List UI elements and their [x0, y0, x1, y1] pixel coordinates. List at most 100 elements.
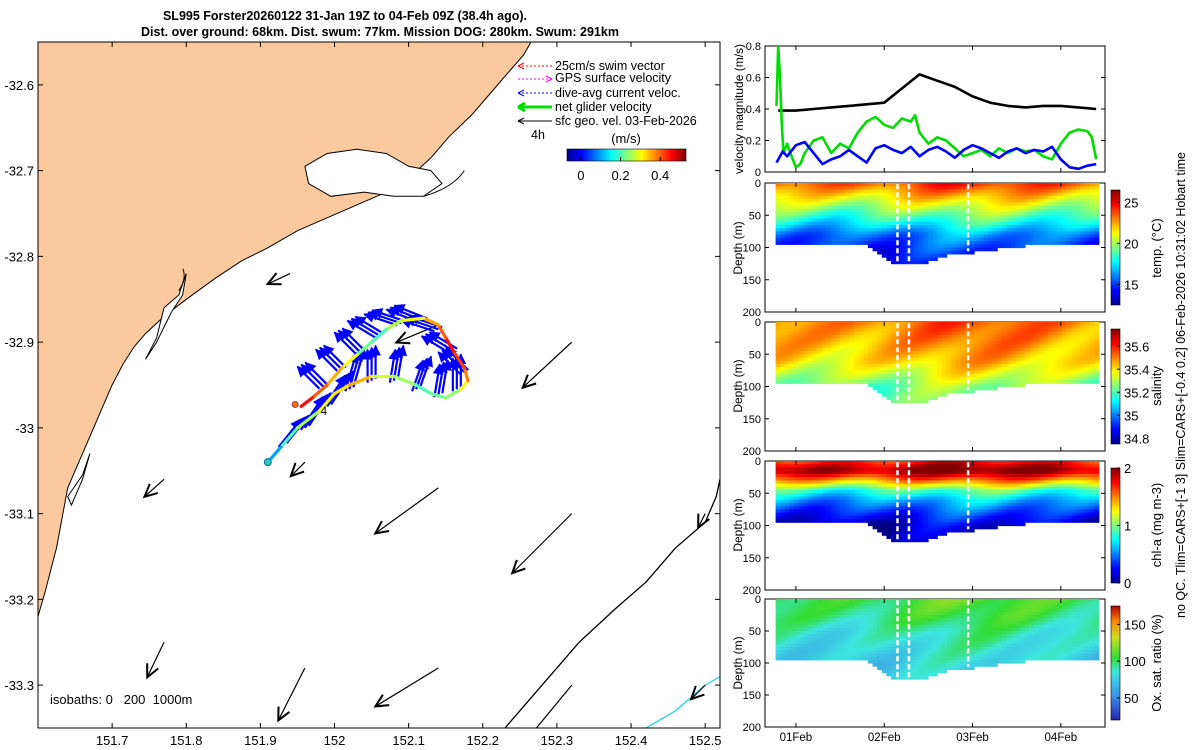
section-cell	[1094, 367, 1100, 371]
section-cell	[1011, 380, 1017, 384]
section-cell	[1001, 228, 1008, 232]
section-cell	[858, 467, 864, 472]
section-cell	[932, 357, 938, 362]
section-cell	[881, 512, 887, 517]
section-cell	[784, 234, 790, 239]
section-cell	[807, 334, 814, 339]
section-cell	[867, 499, 874, 504]
section-cell	[1052, 367, 1058, 371]
section-cell	[988, 373, 994, 378]
section-cell	[946, 244, 952, 249]
section-cell	[900, 363, 906, 368]
section-cell	[941, 344, 947, 349]
section-cell	[969, 490, 975, 494]
section-cell	[1043, 331, 1049, 336]
section-cell	[844, 347, 851, 352]
section-cell	[840, 334, 846, 339]
section-cell	[835, 199, 841, 203]
section-cell	[844, 499, 851, 504]
section-cell	[960, 208, 966, 213]
section-cell	[891, 195, 897, 200]
section-cell	[881, 351, 887, 355]
section-cell	[1001, 351, 1008, 355]
section-cell	[997, 477, 1003, 481]
section-cell	[1057, 519, 1063, 523]
section-cell	[1001, 341, 1008, 346]
section-cell	[789, 470, 795, 475]
section-cell	[1024, 354, 1031, 359]
section-cell	[978, 380, 984, 384]
track-segment-2	[295, 409, 322, 430]
section-cell	[775, 486, 781, 491]
section-cell	[821, 183, 827, 187]
section-cell	[914, 360, 920, 365]
section-cell	[1029, 334, 1035, 339]
section-cell	[798, 490, 804, 494]
section-cell	[1057, 490, 1063, 494]
section-cell	[1080, 480, 1086, 485]
section-cell	[854, 611, 860, 616]
section-cell	[807, 376, 814, 381]
section-cell	[1061, 195, 1068, 200]
section-cell	[1085, 509, 1091, 514]
section-cell	[858, 202, 864, 207]
section-cell	[817, 370, 823, 375]
section-cell	[928, 192, 934, 197]
section-cell	[863, 351, 869, 355]
section-cell	[992, 234, 998, 239]
section-cell	[928, 237, 934, 242]
section-cell	[798, 241, 804, 245]
section-cell	[1043, 490, 1049, 494]
section-cell	[1057, 241, 1063, 245]
geo-vector-head	[697, 513, 710, 530]
section-cell	[955, 244, 961, 249]
section-cell	[849, 473, 855, 478]
section-cell	[978, 486, 984, 491]
section-cell	[1006, 499, 1012, 504]
section-cell	[1001, 215, 1008, 220]
section-cell	[812, 509, 818, 514]
section-cell	[858, 344, 864, 349]
section-cell	[858, 486, 864, 491]
section-cell	[891, 383, 897, 388]
section-cell	[891, 215, 897, 220]
section-cell	[849, 370, 855, 375]
section-cell	[904, 208, 911, 213]
section-cell	[849, 599, 855, 603]
section-cell	[900, 490, 906, 494]
section-cell	[1015, 357, 1021, 362]
section-cell	[1011, 509, 1017, 514]
section-cell	[817, 464, 823, 468]
section-cell	[826, 373, 832, 378]
section-cell	[867, 486, 874, 491]
section-cell	[909, 506, 915, 510]
section-cell	[891, 467, 897, 472]
section-cell	[1020, 331, 1026, 336]
section-cell	[941, 250, 947, 255]
section-cell	[1024, 490, 1031, 494]
geo-vector-shaft	[290, 461, 306, 477]
section-cell	[775, 605, 781, 610]
section-cell	[1061, 241, 1068, 245]
section-cell	[775, 493, 781, 498]
section-cell	[858, 199, 864, 203]
section-cell	[849, 367, 855, 371]
section-cell	[1075, 473, 1081, 478]
section-cell	[992, 519, 998, 523]
section-cell	[807, 477, 814, 481]
section-cell	[951, 212, 957, 216]
section-cell	[840, 464, 846, 468]
section-cell	[955, 480, 961, 485]
section-cell	[775, 328, 781, 333]
section-cell	[1043, 228, 1049, 232]
section-cell	[923, 525, 929, 530]
section-cell	[1094, 347, 1100, 352]
section-cell	[960, 525, 966, 530]
section-cell	[900, 334, 906, 339]
section-cell	[937, 515, 943, 520]
section-cell	[849, 477, 855, 481]
section-cell	[1015, 331, 1021, 336]
section-cell	[812, 640, 818, 645]
section-cell	[983, 383, 989, 388]
section-cell	[1061, 461, 1068, 465]
